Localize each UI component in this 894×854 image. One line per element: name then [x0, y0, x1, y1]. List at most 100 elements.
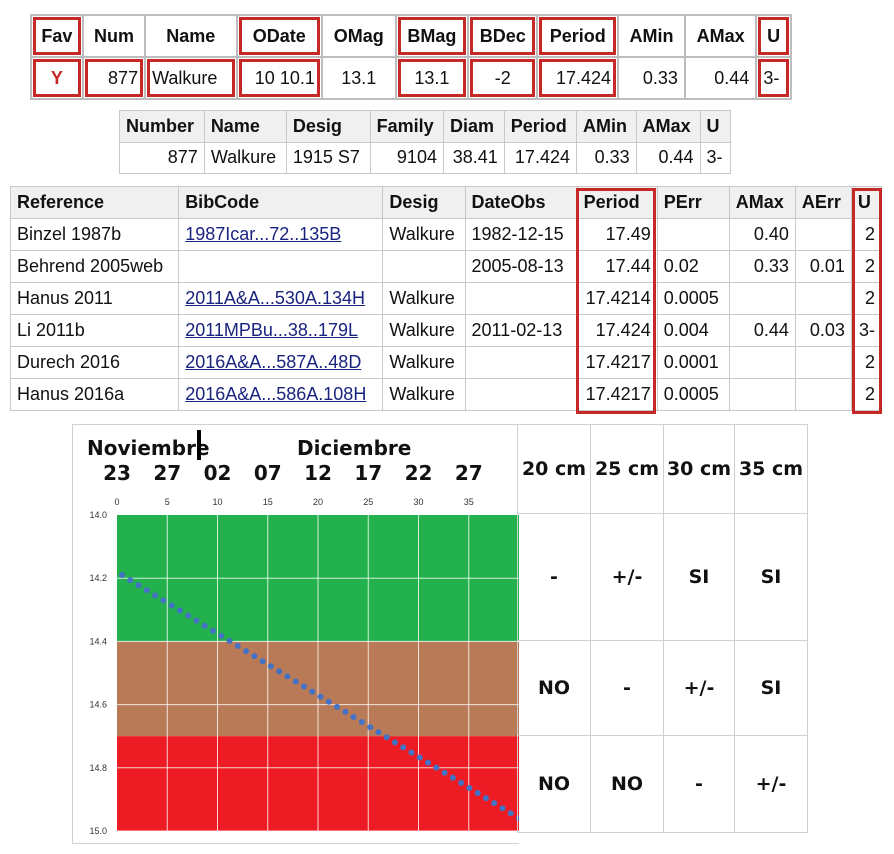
vis-cell: -	[590, 640, 664, 736]
ref-aerr-cell	[794, 346, 852, 379]
ref-dateobs-cell: 1982-12-15	[464, 218, 578, 251]
data-point	[400, 744, 407, 751]
references-body: Binzel 1987b 1987Icar...72..135B Walkure 19…	[9, 218, 883, 411]
data-point	[342, 708, 349, 715]
col-u[interactable]: U	[755, 14, 792, 58]
ref-period-cell: 17.424	[576, 314, 658, 347]
month-label: Diciembre	[297, 436, 411, 460]
data-point	[358, 719, 365, 726]
aperture-30[interactable]: 30 cm	[663, 424, 735, 514]
fav-cell: Y	[30, 56, 84, 100]
ref-u-cell: 2	[850, 250, 883, 283]
col-amin[interactable]: AMin	[575, 110, 637, 143]
aperture-35[interactable]: 35 cm	[734, 424, 808, 514]
col-perr[interactable]: PErr	[656, 186, 730, 219]
col-name[interactable]: Name	[144, 14, 238, 58]
data-point	[425, 759, 432, 766]
y-tick-label: 14.6	[89, 700, 107, 710]
col-period[interactable]: Period	[576, 186, 658, 219]
col-period[interactable]: Period	[503, 110, 577, 143]
data-point	[458, 779, 465, 786]
data-point	[466, 784, 473, 791]
ref-perr-cell: 0.0005	[656, 282, 730, 315]
col-u[interactable]: U	[850, 186, 883, 219]
x-tick-label: 30	[413, 497, 423, 507]
data-point	[201, 622, 208, 629]
col-reference[interactable]: Reference	[9, 186, 180, 219]
col-amax[interactable]: AMax	[728, 186, 796, 219]
date-label: 17	[354, 461, 382, 485]
reference-row: Hanus 2016a 2016A&A...586A.108H Walkure 17.…	[9, 378, 883, 411]
reference-row: Hanus 2011 2011A&A...530A.134H Walkure 17.4…	[9, 282, 883, 315]
aperture-20[interactable]: 20 cm	[517, 424, 591, 514]
amin-cell: 0.33	[617, 56, 686, 100]
reference-row: Behrend 2005web 2005-08-13 17.44 0.02 0.33 0.…	[9, 250, 883, 283]
data-point	[350, 713, 357, 720]
data-point	[152, 592, 159, 599]
ref-u-cell: 3-	[850, 314, 883, 347]
col-num[interactable]: Num	[81, 14, 147, 58]
vis-cell: -	[663, 735, 735, 833]
period-cell: 17.424	[536, 56, 620, 100]
omag-cell: 13.1	[320, 56, 397, 100]
vis-cell: SI	[734, 640, 808, 736]
ref-amax-cell: 0.40	[728, 218, 796, 251]
ref-perr-cell: 0.004	[656, 314, 730, 347]
summary-header-row: Fav Num Name ODate OMag BMag BDec Period…	[30, 14, 792, 58]
data-point	[317, 693, 324, 700]
col-dateobs[interactable]: DateObs	[464, 186, 578, 219]
u-cell: 3-	[755, 56, 792, 100]
aperture-header-row: 20 cm 25 cm 30 cm 35 cm	[517, 424, 808, 514]
magnitude-plot: 14.0 14.2 14.4 14.6 14.8 15.0 0 5 10 15 20 25 30 35 23…	[87, 430, 519, 836]
col-amin[interactable]: AMin	[617, 14, 686, 58]
bibcode-link[interactable]: 2016A&A...586A.108H	[185, 384, 367, 404]
date-label: 23	[103, 461, 131, 485]
aperture-25[interactable]: 25 cm	[590, 424, 664, 514]
x-tick-label: 25	[363, 497, 373, 507]
ref-bibcode-cell: 2016A&A...587A..48D	[178, 346, 384, 379]
col-fav[interactable]: Fav	[30, 14, 84, 58]
month-label: Noviembre	[87, 436, 210, 460]
bibcode-link[interactable]: 2016A&A...587A..48D	[185, 352, 362, 372]
ref-u-cell: 2	[850, 282, 883, 315]
col-aerr[interactable]: AErr	[794, 186, 852, 219]
data-point	[499, 805, 506, 812]
col-diam[interactable]: Diam	[442, 110, 505, 143]
ref-desig-cell: Walkure	[382, 218, 466, 251]
col-name[interactable]: Name	[203, 110, 287, 143]
bibcode-link[interactable]: 1987Icar...72..135B	[185, 224, 342, 244]
col-odate[interactable]: ODate	[235, 14, 323, 58]
data-point	[234, 643, 241, 650]
col-bmag[interactable]: BMag	[394, 14, 470, 58]
data-point	[375, 729, 382, 736]
date-label: 27	[153, 461, 181, 485]
col-desig[interactable]: Desig	[285, 110, 371, 143]
bibcode-link[interactable]: 2011MPBu...38..179L	[185, 320, 358, 340]
vis-cell: +/-	[734, 735, 808, 833]
ref-u-cell: 2	[850, 378, 883, 411]
ref-bibcode-cell: 2011A&A...530A.134H	[178, 282, 384, 315]
col-amax[interactable]: AMax	[635, 110, 701, 143]
bibcode-link[interactable]: 2011A&A...530A.134H	[185, 288, 365, 308]
ref-bibcode-cell: 2011MPBu...38..179L	[178, 314, 384, 347]
col-desig[interactable]: Desig	[382, 186, 466, 219]
col-u[interactable]: U	[699, 110, 732, 143]
col-family[interactable]: Family	[369, 110, 444, 143]
ref-period-cell: 17.49	[576, 218, 658, 251]
col-bdec[interactable]: BDec	[467, 14, 539, 58]
date-label: 27	[455, 461, 483, 485]
date-label: 07	[254, 461, 282, 485]
col-omag[interactable]: OMag	[320, 14, 397, 58]
col-bibcode[interactable]: BibCode	[178, 186, 384, 219]
col-number[interactable]: Number	[119, 110, 205, 143]
visibility-row-1: - +/- SI SI	[517, 513, 808, 641]
vis-cell: SI	[663, 513, 735, 641]
data-point	[267, 663, 274, 670]
ref-reference-cell: Li 2011b	[9, 314, 180, 347]
ref-dateobs-cell	[464, 378, 578, 411]
col-period[interactable]: Period	[536, 14, 620, 58]
x-tick-label: 5	[165, 497, 170, 507]
col-amax[interactable]: AMax	[683, 14, 758, 58]
bdec-cell: -2	[467, 56, 539, 100]
ref-desig-cell: Walkure	[382, 282, 466, 315]
